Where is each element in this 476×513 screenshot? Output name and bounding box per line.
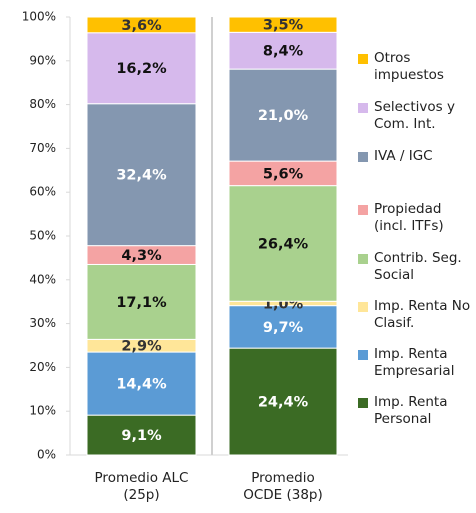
x-tick-label: Promedio ALC (25p) [94,470,189,503]
bar-segment [228,68,338,162]
value-label: 9,7% [263,320,304,336]
legend-label: Propiedad (incl. ITFs) [374,201,444,234]
bar-segment [86,263,197,340]
y-tick-label: 70% [29,141,56,155]
value-label: 9,1% [121,428,162,444]
legend-label: Otros impuestos [374,50,444,83]
y-tick-label: 80% [29,97,56,111]
legend-label: Imp. Renta No Clasif. [374,298,471,331]
bar-segment [228,16,338,33]
value-label: 24,4% [258,395,309,411]
bar-segment [228,305,338,349]
bar-segment [86,32,197,105]
value-label: 3,6% [121,18,162,34]
value-label: 32,4% [116,168,167,184]
value-label: 16,2% [116,61,167,77]
legend-label: Imp. Renta Personal [374,394,448,427]
y-tick-label: 50% [29,229,56,243]
x-tick-label: Promedio OCDE (38p) [243,470,323,503]
legend-swatch [358,152,368,162]
legend-label: Contrib. Seg. Social [374,250,462,283]
value-label: 2,9% [121,339,162,355]
y-tick-label: 100% [22,10,56,24]
value-label: 26,4% [258,236,309,252]
y-tick-label: 20% [29,360,56,374]
value-label: 3,5% [263,18,304,34]
legend-swatch [358,205,368,215]
y-tick-label: 40% [29,272,56,286]
bar-segment [86,414,197,456]
y-tick-label: 30% [29,316,56,330]
value-label: 4,3% [121,248,162,264]
bar-segment [228,347,338,456]
legend-label: IVA / IGC [374,148,433,164]
y-tick-label: 0% [37,448,56,462]
legend-swatch [358,302,368,312]
y-tick-label: 10% [29,404,56,418]
value-label: 14,4% [116,377,167,393]
legend-swatch [358,254,368,264]
y-tick-label: 90% [29,53,56,67]
bar-segment [86,16,197,34]
value-label: 5,6% [263,166,304,182]
bar-segment [86,103,197,247]
bar-segment [86,351,197,416]
y-tick-label: 60% [29,185,56,199]
legend-swatch [358,398,368,408]
legend-swatch [358,350,368,360]
legend-swatch [358,54,368,64]
value-label: 21,0% [258,108,309,124]
legend-swatch [358,103,368,113]
legend-label: Imp. Renta Empresarial [374,346,455,379]
value-label: 17,1% [116,295,167,311]
bar-segment [228,185,338,302]
legend-label: Selectivos y Com. Int. [374,99,455,132]
value-label: 8,4% [263,44,304,60]
